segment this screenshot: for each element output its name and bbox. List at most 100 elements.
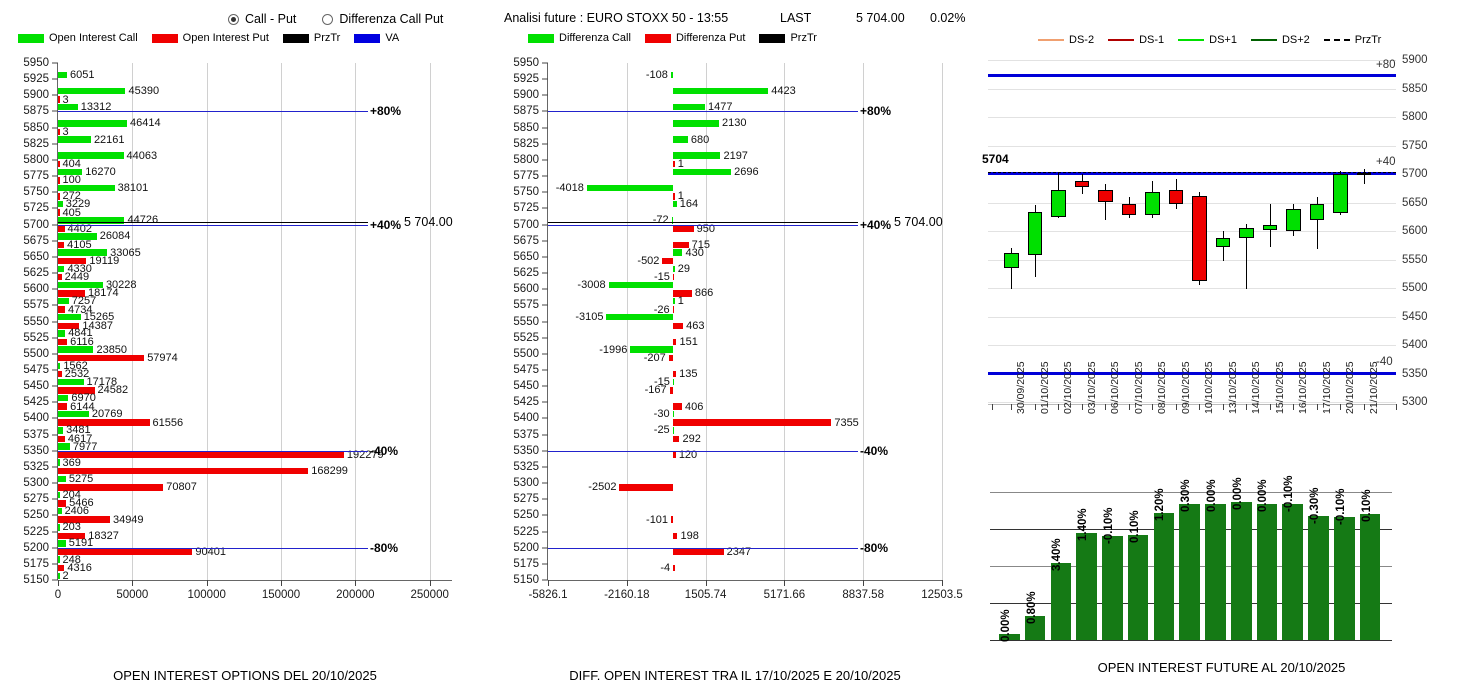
y-axis-label: 5350 xyxy=(513,444,539,457)
price-gridline xyxy=(988,145,1396,147)
y-axis-label: 5250 xyxy=(23,509,49,522)
candle-body xyxy=(1215,237,1231,247)
bar-value-label: -26 xyxy=(653,303,670,316)
y-tick xyxy=(52,369,58,371)
bar-value-label: 16270 xyxy=(85,165,116,178)
y-tick xyxy=(542,401,548,403)
bar-value-label: 22161 xyxy=(93,133,125,146)
put-bar xyxy=(58,484,164,491)
x-gridline xyxy=(132,63,134,580)
y-axis-label: 5275 xyxy=(23,493,49,506)
call-bar xyxy=(58,168,83,176)
mid-legend-item: PrzTr xyxy=(759,32,817,44)
y-tick xyxy=(52,466,58,468)
put-bar xyxy=(58,128,60,136)
price-axis-label: 5650 xyxy=(1402,196,1428,209)
bar-value-label: 2130 xyxy=(722,117,747,130)
y-axis-label: 5375 xyxy=(513,428,539,441)
y-axis-label: 5675 xyxy=(23,234,49,247)
candle-body xyxy=(1168,189,1184,204)
put-bar xyxy=(58,225,65,233)
y-tick xyxy=(52,304,58,306)
y-tick xyxy=(542,62,548,64)
y-axis-label: 5925 xyxy=(513,73,539,86)
radio-unselected-icon[interactable] xyxy=(322,13,334,25)
y-tick xyxy=(542,434,548,436)
legend-label: PrzTr xyxy=(1354,34,1382,46)
y-tick xyxy=(542,547,548,549)
y-axis-label: 5600 xyxy=(23,283,49,296)
y-tick xyxy=(52,563,58,565)
y-tick xyxy=(542,531,548,533)
pct-bar-label: 1.40% xyxy=(1077,508,1090,542)
call-bar xyxy=(58,314,81,321)
level-line xyxy=(58,450,368,452)
right-legend-item: DS+1 xyxy=(1178,34,1237,46)
right-chart-title: OPEN INTEREST FUTURE AL 20/10/2025 xyxy=(1097,660,1346,675)
bar-value-label: 24582 xyxy=(97,384,129,397)
y-tick xyxy=(542,337,548,339)
x-tick xyxy=(992,404,993,410)
bar-value-label: 20769 xyxy=(91,408,123,421)
y-tick xyxy=(52,498,58,500)
open-interest-future-plot: 0.00% 0.80% 3.40% 1.40% -0.10% 0.10% 1.20% 0.30… xyxy=(980,475,1463,645)
y-tick xyxy=(542,159,548,161)
bar-value-label: 4316 xyxy=(67,562,92,575)
radio-option[interactable]: Call - Put xyxy=(228,12,296,26)
candle-body xyxy=(1121,203,1137,216)
y-tick xyxy=(542,579,548,581)
y-axis-label: 5700 xyxy=(23,218,49,231)
przr-price-line xyxy=(58,221,368,223)
legend-label: DS+2 xyxy=(1281,34,1310,46)
bar-value-label: 2 xyxy=(62,569,69,582)
mid-legend-item: Differenza Call xyxy=(528,32,631,44)
y-tick xyxy=(542,272,548,274)
pct-bar xyxy=(1127,534,1149,640)
pct-bar-label: 0.00% xyxy=(1231,477,1244,511)
pct-bar xyxy=(1230,502,1252,640)
call-bar xyxy=(58,346,94,353)
y-tick xyxy=(542,482,548,484)
mid-legend: Differenza Call Differenza Put PrzTr xyxy=(528,32,831,44)
left-legend-item: PrzTr xyxy=(282,32,340,44)
left-legend: Open Interest Call Open Interest Put PrzTr… xyxy=(18,32,413,44)
x-gridline xyxy=(206,63,208,580)
y-tick xyxy=(542,563,548,565)
put-bar xyxy=(673,532,678,539)
y-axis-label: 5850 xyxy=(513,121,539,134)
pct-bar-label: -0.10% xyxy=(1334,488,1347,526)
bar-value-label: 5466 xyxy=(69,497,94,510)
price-axis-label: 5300 xyxy=(1402,396,1428,408)
y-axis-label: 5925 xyxy=(23,73,49,86)
y-axis-label: 5200 xyxy=(513,541,539,554)
display-mode-radio-group[interactable]: Call - Put Differenza Call Put xyxy=(228,12,469,26)
legend-label: Differenza Call xyxy=(559,32,631,44)
bar-value-label: 198 xyxy=(680,529,699,542)
y-axis-label: 5450 xyxy=(23,380,49,393)
radio-selected-icon[interactable] xyxy=(228,13,239,25)
put-bar xyxy=(673,435,680,443)
x-gridline xyxy=(863,63,865,580)
put-bar xyxy=(673,419,832,426)
przr-price-line xyxy=(548,221,858,223)
x-tick xyxy=(1316,404,1318,410)
x-tick xyxy=(1293,404,1295,410)
bar-value-label: 33065 xyxy=(110,246,141,259)
x-tick xyxy=(1011,404,1013,410)
price-gridline xyxy=(988,345,1396,346)
y-tick xyxy=(542,514,548,516)
y-tick xyxy=(542,450,548,452)
bar-value-label: 4105 xyxy=(67,238,92,251)
date-label: 08/10/2025 xyxy=(1156,361,1169,414)
candle-wick xyxy=(1269,203,1271,247)
put-bar xyxy=(58,532,86,539)
call-bar xyxy=(58,200,63,208)
legend-label: VA xyxy=(385,32,400,44)
call-bar xyxy=(58,378,84,386)
bar-value-label: 272 xyxy=(62,190,81,203)
radio-option[interactable]: Differenza Call Put xyxy=(322,12,443,26)
y-tick xyxy=(542,417,548,419)
x-tick xyxy=(1246,404,1248,410)
bar-value-label: 57974 xyxy=(147,352,178,365)
price-gridline xyxy=(988,231,1396,232)
